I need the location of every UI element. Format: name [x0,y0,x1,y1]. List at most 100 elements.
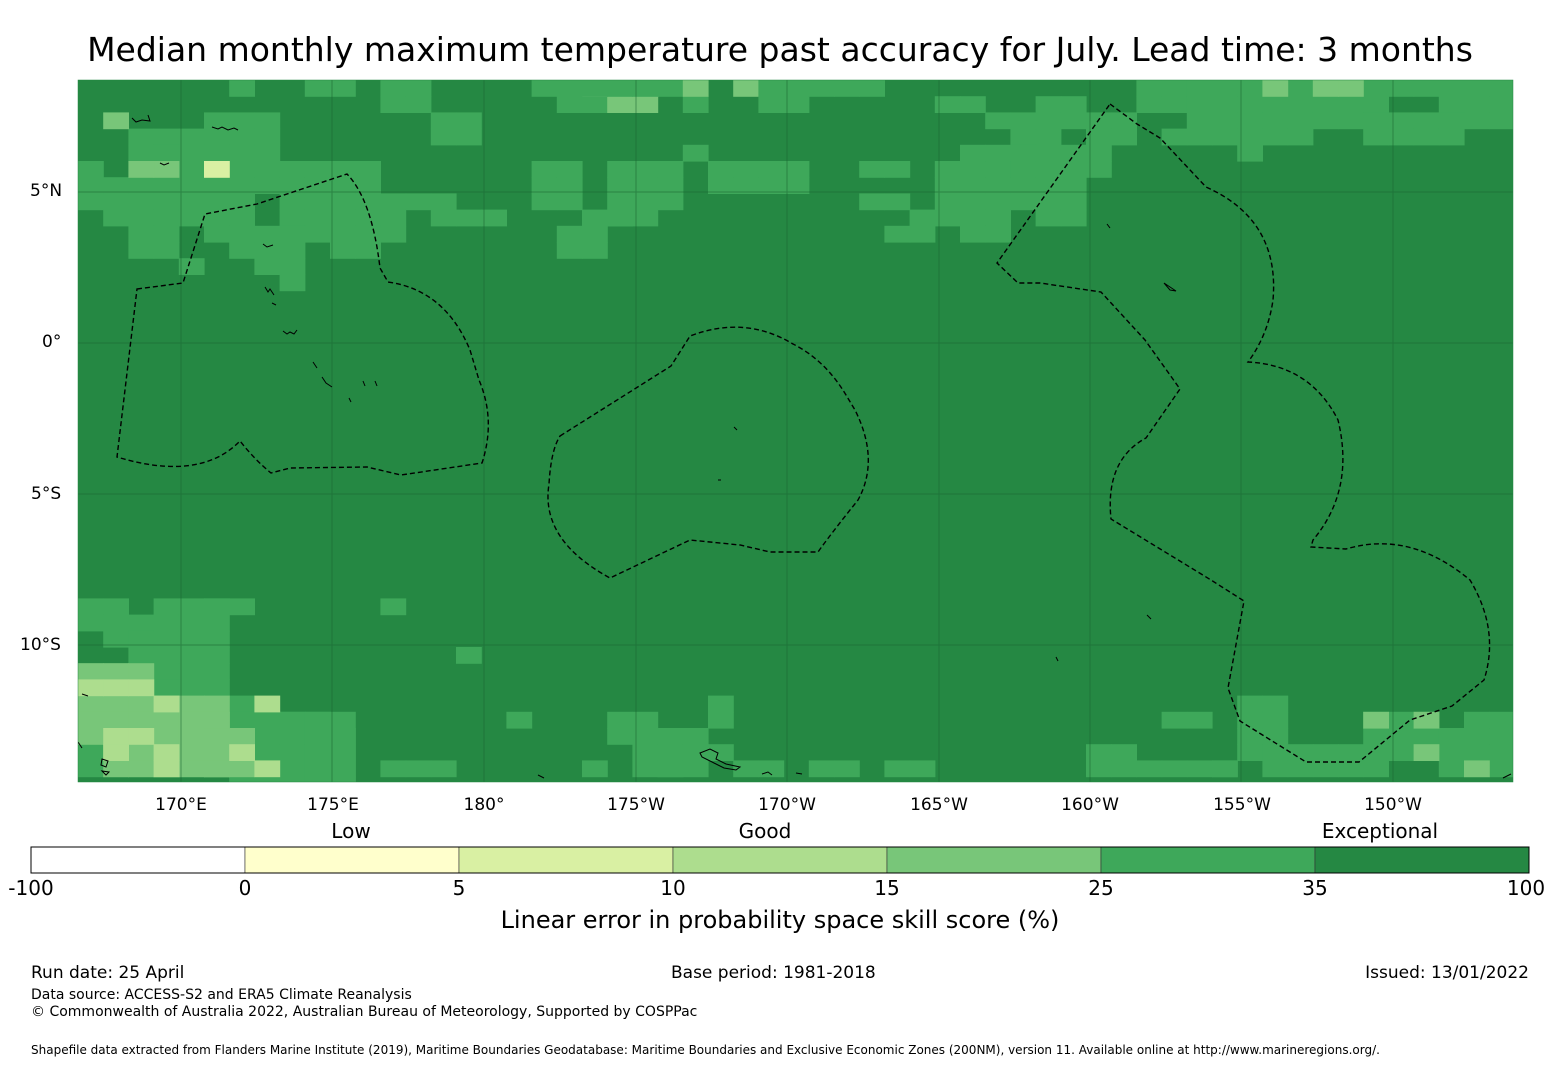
skill-cell [1363,96,1389,113]
skill-cell [1060,209,1087,227]
skill-cell [178,598,205,616]
skill-cell [229,728,255,745]
skill-cell [330,744,356,761]
skill-cell [1413,112,1440,130]
colorbar-segment [672,846,888,874]
skill-cell [355,209,381,227]
skill-cell [430,128,457,146]
skill-cell [1161,80,1188,97]
skill-cell [355,193,381,211]
skill-cell [1312,96,1339,113]
skill-cell [128,193,155,211]
skill-cell [884,193,911,211]
skill-cell [78,695,104,713]
skill-cell [1060,96,1087,113]
skill-cell [1514,728,1540,745]
skill-cell [1186,760,1213,778]
skill-cell [1287,128,1314,146]
skill-cell [330,225,356,243]
skill-cell [1287,96,1314,113]
skill-cell [279,258,306,275]
skill-cell [153,711,180,729]
skill-cell [1186,711,1213,729]
skill-cell [1363,112,1389,130]
skill-cell [1010,193,1037,211]
skill-cell [1413,128,1440,146]
skill-cell [1237,128,1263,146]
skill-cell [1212,760,1238,778]
skill-cell [657,161,684,178]
skill-cell [607,711,633,729]
lat-label: 5°N [30,181,63,201]
skill-cell [1111,112,1137,130]
skill-cell [153,128,180,146]
skill-cell [128,711,155,729]
island-outline [761,771,773,776]
skill-cell [1413,80,1440,97]
skill-cell [1312,112,1339,130]
skill-cell [254,177,281,194]
skill-cell [1111,760,1137,778]
skill-cell [1312,760,1339,778]
skill-cell [1035,112,1062,130]
skill-cell [103,598,129,616]
skill-cell [103,663,129,680]
skill-cell [380,80,407,97]
skill-cell [1010,161,1037,178]
island-outline [282,329,298,335]
skill-cell [632,80,659,97]
skill-cell [1136,80,1163,97]
skill-cell [304,776,331,782]
skill-cell [204,193,230,211]
skill-cell [380,96,407,113]
skill-cell [229,225,255,243]
skill-cell [758,177,785,194]
skill-cell [254,112,281,130]
skill-cell [1388,80,1415,97]
skill-cell [1262,711,1289,729]
skill-cell [1060,177,1087,194]
island-outline [348,397,352,403]
skill-cell [582,242,608,259]
map-title: Median monthly maximum temperature past … [87,30,1473,69]
skill-cell [1489,112,1513,130]
skill-cell [204,209,230,227]
skill-cell [1086,161,1112,178]
skill-cell [682,760,709,778]
skill-cell [254,242,281,259]
skill-cell [934,209,961,227]
skill-cell [682,96,709,113]
skill-cell [128,242,155,259]
skill-cell [884,760,911,778]
skill-cell [103,630,129,648]
colorbar-category-low: Low [331,819,371,843]
skill-cell [1010,128,1037,146]
lon-label: 170°W [758,795,816,815]
skill-cell [1438,728,1465,745]
skill-cell [128,679,155,697]
skill-cell [657,728,684,745]
skill-cell [682,728,709,745]
skill-cell [178,630,205,648]
skill-cell [279,760,306,778]
colorbar-category-good: Good [738,819,792,843]
skill-cell [783,80,810,97]
lat-label: 5°S [31,484,62,504]
skill-cell [758,96,785,113]
skill-cell [229,177,255,194]
skill-cell [1262,760,1289,778]
skill-cell [204,760,230,778]
skill-cell [1035,177,1062,194]
island-outline [537,774,545,779]
skill-cell [884,225,911,243]
skill-cell [178,679,205,697]
island-outline [264,286,275,296]
skill-cell [153,744,180,761]
skill-cell [254,128,281,146]
skill-cell [1035,128,1062,146]
skill-cell [682,144,709,162]
skill-cell [607,177,633,194]
skill-cell [934,96,961,113]
run-date: Run date: 25 April [31,963,185,983]
skill-cell [1388,744,1415,761]
